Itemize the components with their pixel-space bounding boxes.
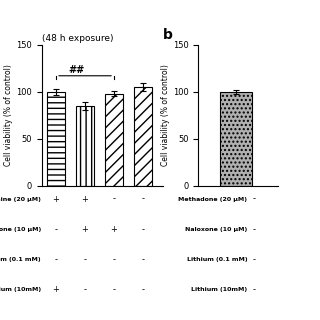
Text: -: - (253, 285, 256, 294)
Text: Naloxone (10 μM): Naloxone (10 μM) (0, 227, 41, 232)
Y-axis label: Cell viability (% of control): Cell viability (% of control) (4, 64, 13, 166)
Y-axis label: Cell viability (% of control): Cell viability (% of control) (161, 64, 170, 166)
Text: -: - (113, 195, 116, 204)
Text: Methadone (20 μM): Methadone (20 μM) (178, 196, 247, 202)
Text: -: - (141, 285, 144, 294)
Text: +: + (52, 195, 60, 204)
Text: Lithium (0.1 mM): Lithium (0.1 mM) (187, 257, 247, 262)
Bar (47, 92, 65, 186)
Text: -: - (84, 285, 86, 294)
Text: b: b (163, 28, 172, 42)
Text: -: - (253, 225, 256, 234)
Text: -: - (253, 195, 256, 204)
Text: -: - (55, 255, 58, 264)
Text: -: - (141, 225, 144, 234)
Text: +: + (82, 225, 88, 234)
Text: Morphine (20 μM): Morphine (20 μM) (0, 196, 41, 202)
Bar (105, 94, 123, 186)
Text: -: - (113, 255, 116, 264)
Text: Lithium (10mM): Lithium (10mM) (191, 287, 247, 292)
Text: Naloxone (10 μM): Naloxone (10 μM) (185, 227, 247, 232)
Text: -: - (253, 255, 256, 264)
Text: -: - (141, 195, 144, 204)
Bar (134, 87, 152, 186)
Text: -: - (141, 255, 144, 264)
Bar (76, 106, 94, 186)
Text: ##: ## (68, 65, 84, 75)
Text: +: + (110, 225, 117, 234)
Text: -: - (113, 285, 116, 294)
Text: Lithium (10mM): Lithium (10mM) (0, 287, 41, 292)
Bar (220, 92, 252, 186)
Text: -: - (55, 225, 58, 234)
Text: Lithium (0.1 mM): Lithium (0.1 mM) (0, 257, 41, 262)
Text: +: + (52, 285, 60, 294)
Text: (48 h exposure): (48 h exposure) (42, 34, 113, 43)
Text: +: + (82, 195, 88, 204)
Text: -: - (84, 255, 86, 264)
